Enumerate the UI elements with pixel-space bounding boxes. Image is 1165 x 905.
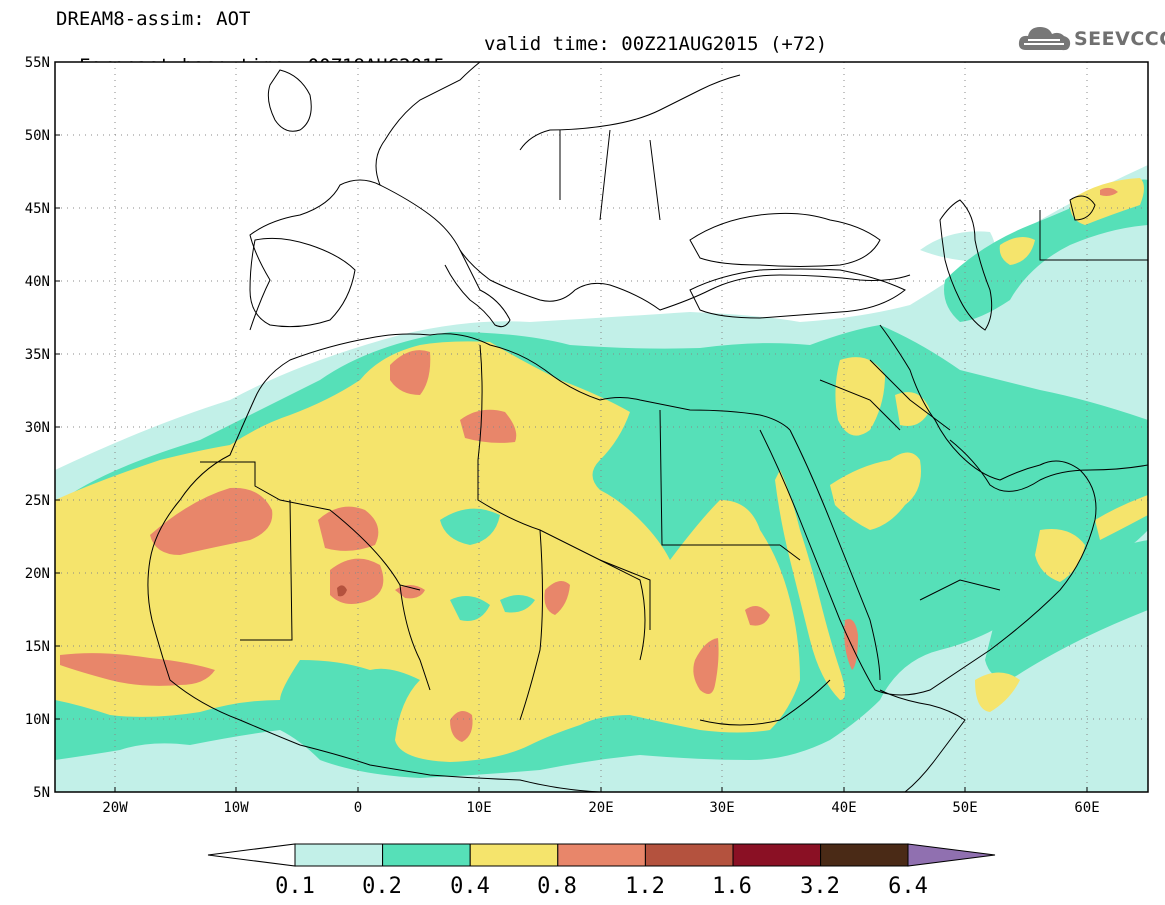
lon-label: 0 [354,800,362,816]
colorbar-swatch [644,843,734,867]
lat-label: 45N [25,201,50,217]
lon-label: 40E [831,800,856,816]
aot-contour-1.2 [337,585,347,597]
colorbar-label: 6.4 [888,874,928,899]
axis-ticks [55,61,1088,792]
map-plot-area [55,62,1148,792]
lon-label: 10E [466,800,491,816]
lon-label: 10W [223,800,249,816]
seevccc-logo: SEEVCCC [1018,22,1165,56]
lat-label: 20N [25,566,50,582]
colorbar-swatch [469,843,559,867]
colorbar-label: 0.8 [537,874,577,899]
colorbar-under-arrow [207,843,296,867]
colorbar-label: 0.4 [450,874,490,899]
colorbar-swatch [732,843,822,867]
lon-label: 60E [1074,800,1099,816]
logo-text: SEEVCCC [1074,28,1165,50]
lat-label: 25N [25,493,50,509]
lat-label: 50N [25,128,50,144]
map-title: DREAM8-assim: AOT [56,8,251,30]
lon-label: 30E [709,800,734,816]
colorbar-swatch [294,843,384,867]
aot-contour-0.4 [55,178,1148,762]
lat-label: 30N [25,420,50,436]
lon-label: 20E [588,800,613,816]
longitude-labels: 20W 10W 0 10E 20E 30E 40E 50E 60E [102,800,1099,816]
cloud-icon [1018,27,1071,51]
lon-label: 20W [102,800,128,816]
colorbar-labels: 0.1 0.2 0.4 0.8 1.2 1.6 3.2 6.4 [275,874,928,899]
colorbar-label: 3.2 [800,874,840,899]
lat-label: 10N [25,712,50,728]
coastlines [147,62,1148,792]
colorbar-label: 1.6 [712,874,752,899]
colorbar: 0.1 0.2 0.4 0.8 1.2 1.6 3.2 6.4 [207,843,996,899]
colorbar-label: 0.2 [362,874,402,899]
colorbar-swatch [382,843,471,867]
lon-label: 50E [952,800,977,816]
lat-label: 5N [33,785,50,801]
latitude-labels: 55N 50N 45N 40N 35N 30N 25N 20N 15N 10N … [25,55,50,801]
colorbar-swatch [557,843,646,867]
valid-time-label: valid time: 00Z21AUG2015 (+72) [484,33,828,55]
colorbar-over-arrow [907,843,996,867]
colorbar-label: 0.1 [275,874,315,899]
lat-label: 40N [25,274,50,290]
lat-label: 15N [25,639,50,655]
lat-label: 55N [25,55,50,71]
colorbar-label: 1.2 [625,874,665,899]
lat-label: 35N [25,347,50,363]
colorbar-swatch [820,843,909,867]
